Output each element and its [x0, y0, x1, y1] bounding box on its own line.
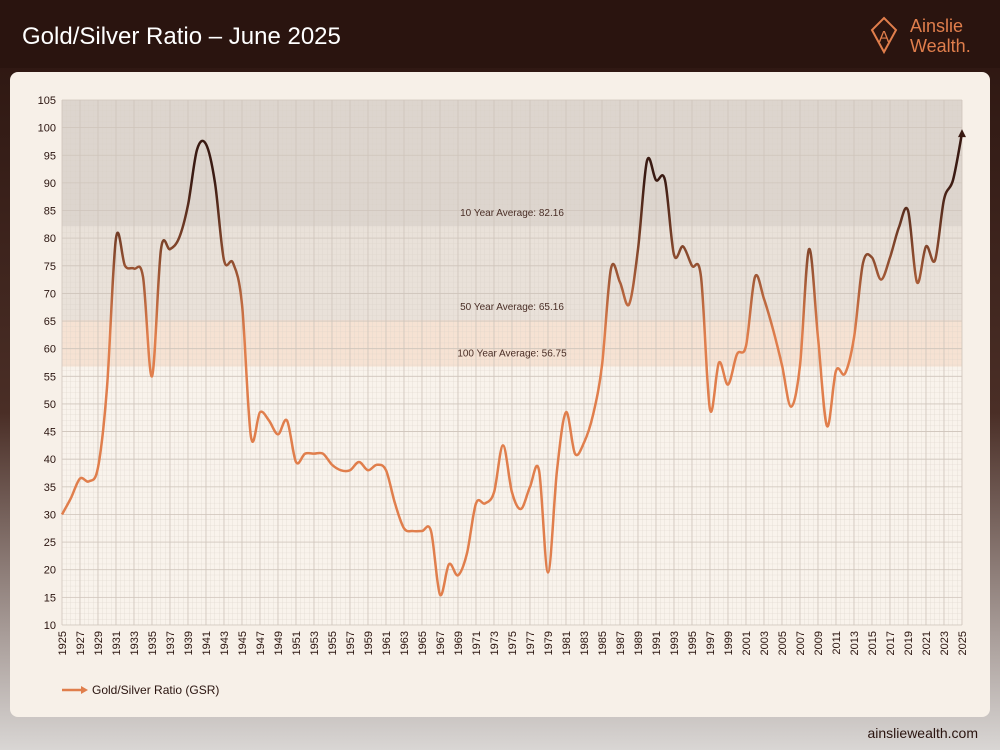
x-tick-label: 1967 — [435, 631, 447, 655]
x-tick-label: 1935 — [147, 631, 159, 655]
y-tick-label: 45 — [44, 427, 56, 439]
y-tick-label: 15 — [44, 592, 56, 604]
x-tick-label: 1995 — [687, 631, 699, 655]
x-tick-label: 2015 — [867, 631, 879, 655]
x-tick-label: 1933 — [129, 631, 141, 655]
y-tick-label: 105 — [38, 95, 56, 107]
line-arrowhead — [958, 129, 966, 138]
y-tick-label: 60 — [44, 344, 56, 356]
logo-text: Ainslie — [910, 16, 963, 36]
y-tick-label: 50 — [44, 399, 56, 411]
x-tick-label: 1973 — [489, 631, 501, 655]
x-tick-label: 1929 — [93, 631, 105, 655]
x-tick-label: 1925 — [57, 631, 69, 655]
x-tick-label: 1953 — [309, 631, 321, 655]
x-tick-label: 2019 — [903, 631, 915, 655]
x-tick-label: 1979 — [543, 631, 555, 655]
x-tick-label: 2001 — [741, 631, 753, 655]
x-tick-label: 1941 — [201, 631, 213, 655]
y-tick-label: 95 — [44, 150, 56, 162]
average-label: 50 Year Average: 65.16 — [460, 302, 564, 313]
y-tick-label: 35 — [44, 482, 56, 494]
y-tick-label: 70 — [44, 288, 56, 300]
y-tick-label: 80 — [44, 233, 56, 245]
x-tick-label: 1987 — [615, 631, 627, 655]
y-tick-label: 20 — [44, 565, 56, 577]
x-tick-label: 1999 — [723, 631, 735, 655]
x-tick-label: 1939 — [183, 631, 195, 655]
x-tick-label: 1961 — [381, 631, 393, 655]
x-tick-label: 1955 — [327, 631, 339, 655]
x-tick-label: 1969 — [453, 631, 465, 655]
y-tick-label: 90 — [44, 178, 56, 190]
x-tick-label: 2013 — [849, 631, 861, 655]
x-tick-label: 1989 — [633, 631, 645, 655]
average-label: 100 Year Average: 56.75 — [457, 349, 567, 360]
logo: A Ainslie Wealth. — [870, 16, 971, 56]
y-tick-label: 85 — [44, 206, 56, 218]
logo-text: Wealth. — [910, 36, 971, 56]
logo-letter: A — [879, 29, 890, 46]
x-tick-label: 1963 — [399, 631, 411, 655]
y-tick-label: 25 — [44, 537, 56, 549]
y-tick-label: 40 — [44, 454, 56, 466]
x-tick-label: 2007 — [795, 631, 807, 655]
x-tick-label: 1971 — [471, 631, 483, 655]
x-tick-label: 1991 — [651, 631, 663, 655]
gsr-line — [60, 132, 964, 597]
x-tick-label: 1951 — [291, 631, 303, 655]
x-tick-label: 1949 — [273, 631, 285, 655]
x-tick-label: 1981 — [561, 631, 573, 655]
y-tick-label: 75 — [44, 261, 56, 273]
y-tick-label: 65 — [44, 316, 56, 328]
footer: ainsliewealth.com — [868, 725, 979, 741]
x-tick-label: 1965 — [417, 631, 429, 655]
x-tick-label: 1947 — [255, 631, 267, 655]
legend-label: Gold/Silver Ratio (GSR) — [92, 683, 219, 697]
x-tick-label: 2005 — [777, 631, 789, 655]
x-tick-label: 1943 — [219, 631, 231, 655]
logo-mark — [870, 16, 898, 55]
header-bar — [0, 0, 1000, 68]
x-tick-label: 2017 — [885, 631, 897, 655]
page-title: Gold/Silver Ratio – June 2025 — [22, 23, 341, 50]
x-tick-label: 1975 — [507, 631, 519, 655]
x-tick-label: 1945 — [237, 631, 249, 655]
y-tick-label: 55 — [44, 371, 56, 383]
legend-arrow — [81, 686, 88, 694]
x-tick-label: 2021 — [921, 631, 933, 655]
x-tick-label: 2023 — [939, 631, 951, 655]
y-tick-label: 100 — [38, 123, 56, 135]
y-tick-label: 10 — [44, 620, 56, 632]
x-tick-label: 1927 — [75, 631, 87, 655]
x-tick-label: 1977 — [525, 631, 537, 655]
x-tick-label: 1931 — [111, 631, 123, 655]
x-tick-label: 1985 — [597, 631, 609, 655]
plot-area: 1015202530354045505560657075808590951001… — [38, 95, 969, 697]
x-tick-label: 1957 — [345, 631, 357, 655]
x-tick-label: 1937 — [165, 631, 177, 655]
average-label: 10 Year Average: 82.16 — [460, 208, 564, 219]
x-tick-label: 2009 — [813, 631, 825, 655]
x-tick-label: 2011 — [831, 631, 843, 655]
x-tick-label: 1997 — [705, 631, 717, 655]
x-tick-label: 1983 — [579, 631, 591, 655]
x-tick-label: 1993 — [669, 631, 681, 655]
x-tick-label: 2025 — [957, 631, 969, 655]
x-tick-label: 1959 — [363, 631, 375, 655]
x-tick-label: 2003 — [759, 631, 771, 655]
y-tick-label: 30 — [44, 509, 56, 521]
